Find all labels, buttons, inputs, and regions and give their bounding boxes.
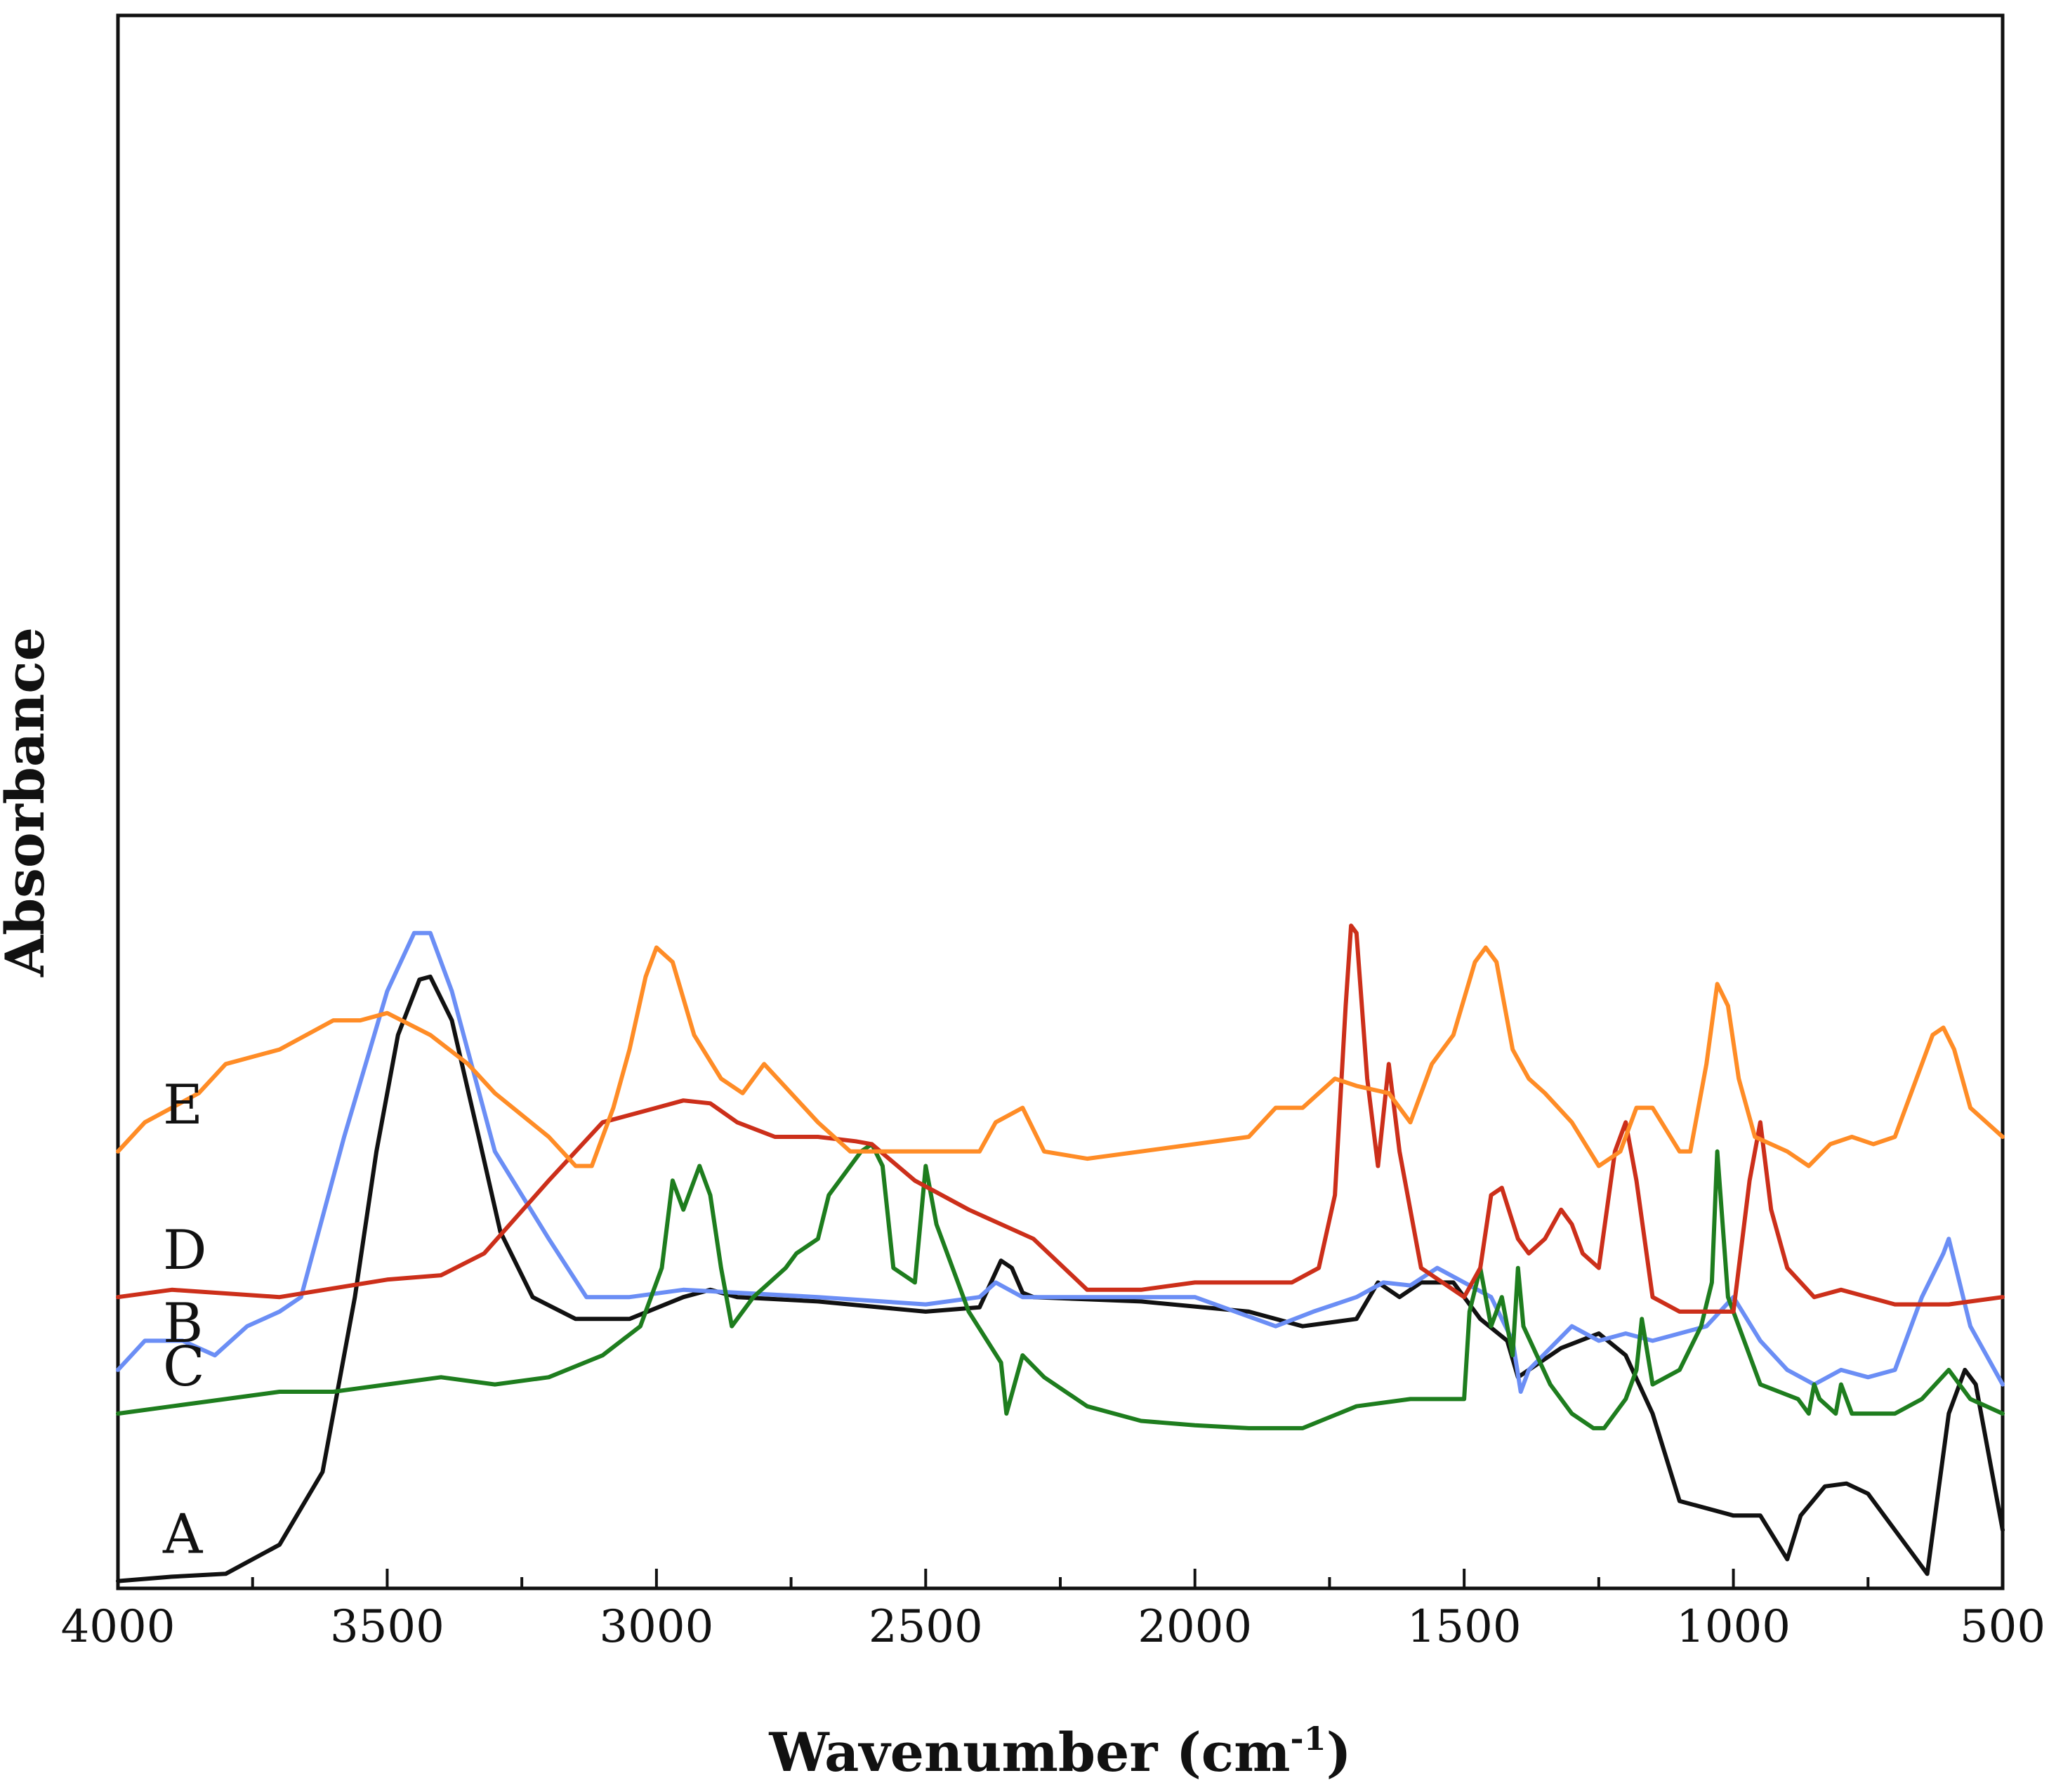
x-tick-label: 1000 [1676,1601,1791,1653]
spectrum-line-e [116,945,2005,1168]
x-tick-label: 4000 [61,1601,176,1653]
x-axis-title-close: ) [1326,1721,1352,1784]
series-label-e: E [163,1074,203,1137]
series-label-b: B [163,1292,203,1355]
plot-frame [116,13,2005,1590]
x-tick-label: 2500 [869,1601,983,1653]
y-axis-title: Absorbance [0,627,56,977]
x-tick-label: 2000 [1138,1601,1252,1653]
spectrum-line-a [116,974,2005,1583]
x-tick-label: 500 [1960,1601,2045,1653]
series-labels: A BCD E [162,1074,207,1567]
x-tick-label: 1500 [1407,1601,1522,1653]
spectra [116,923,2005,1583]
series-label-d: D [163,1219,207,1282]
spectrum-line-c [116,1142,2005,1430]
spectrum-line-d [116,923,2005,1314]
x-axis-ticks [117,1569,2004,1588]
x-tick-label: 3000 [599,1601,713,1653]
x-axis-title-superscript: -1 [1291,1720,1326,1758]
x-tick-label: 3500 [330,1601,444,1653]
x-axis-title: Wavenumber (cm-1) [768,1720,1351,1784]
spectrum-line-b [116,930,2005,1394]
x-axis-title-main: Wavenumber (cm [768,1721,1290,1784]
x-axis-tick-labels: 4000 3500 3000 2500 2000 1500 1000 500 [61,1601,2046,1653]
series-label-c: C [163,1336,205,1399]
series-label-a: A [162,1503,204,1567]
